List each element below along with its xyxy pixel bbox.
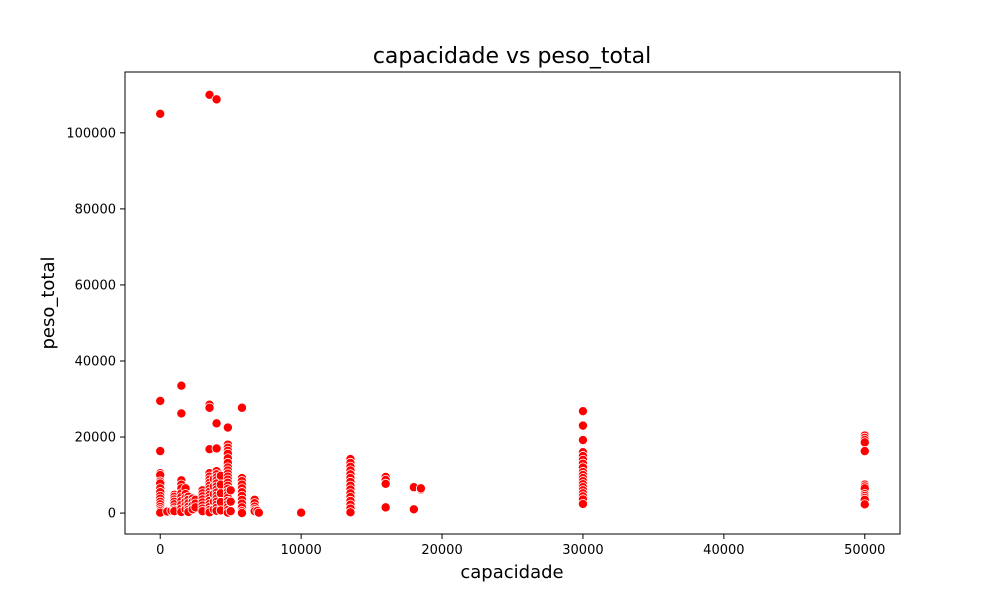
- data-point: [253, 507, 264, 518]
- data-point: [296, 507, 307, 518]
- data-point: [859, 437, 870, 448]
- data-point: [415, 483, 426, 494]
- data-point: [577, 498, 588, 509]
- x-tick-label: 10000: [280, 543, 321, 558]
- data-point: [236, 402, 247, 413]
- data-point: [176, 380, 187, 391]
- data-point: [236, 508, 247, 519]
- data-point: [577, 435, 588, 446]
- x-tick-label: 40000: [703, 543, 744, 558]
- data-point: [204, 402, 215, 413]
- points-layer: [155, 89, 870, 519]
- data-point: [577, 420, 588, 431]
- data-point: [345, 507, 356, 518]
- data-point: [204, 89, 215, 100]
- x-axis-label: capacidade: [460, 562, 563, 583]
- y-tick-label: 100000: [66, 126, 116, 141]
- plot-area: [125, 72, 900, 534]
- x-axis: 0 10000 20000 30000 40000 50000: [156, 534, 885, 558]
- data-point: [380, 502, 391, 513]
- data-point: [225, 485, 236, 496]
- y-tick-label: 60000: [75, 278, 116, 293]
- data-point: [380, 478, 391, 489]
- y-tick-label: 40000: [75, 354, 116, 369]
- data-point: [211, 418, 222, 429]
- y-axis: 0 20000 40000 60000 80000 100000: [66, 126, 125, 522]
- data-point: [225, 496, 236, 507]
- chart-title: capacidade vs peso_total: [373, 44, 651, 69]
- y-tick-label: 20000: [75, 431, 116, 446]
- plot-frame: [124, 71, 901, 535]
- data-point: [225, 506, 236, 517]
- x-tick-label: 0: [156, 543, 164, 558]
- data-point: [222, 422, 233, 433]
- x-tick-label: 20000: [421, 543, 462, 558]
- data-point: [577, 406, 588, 417]
- x-tick-label: 50000: [844, 543, 885, 558]
- data-point: [859, 446, 870, 457]
- y-tick-label: 80000: [75, 202, 116, 217]
- data-point: [408, 504, 419, 515]
- data-point: [211, 443, 222, 454]
- data-point: [211, 94, 222, 105]
- data-point: [155, 395, 166, 406]
- data-point: [859, 499, 870, 510]
- data-point: [155, 446, 166, 457]
- data-point: [176, 408, 187, 419]
- x-tick-label: 30000: [562, 543, 603, 558]
- data-point: [155, 108, 166, 119]
- y-axis-label: peso_total: [38, 256, 59, 349]
- y-tick-label: 0: [108, 507, 116, 522]
